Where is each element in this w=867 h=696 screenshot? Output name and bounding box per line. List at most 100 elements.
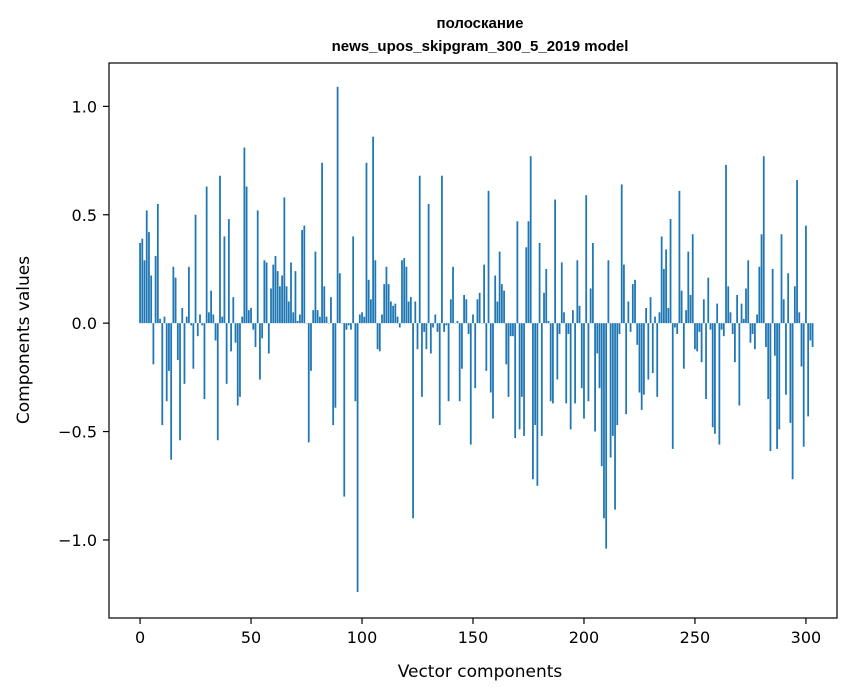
bar bbox=[168, 323, 170, 371]
bar bbox=[230, 323, 232, 352]
bar bbox=[452, 266, 454, 324]
bar bbox=[771, 268, 774, 324]
bar bbox=[363, 316, 366, 324]
x-tick-label: 100 bbox=[347, 628, 378, 647]
bar bbox=[623, 264, 625, 324]
bar bbox=[574, 323, 576, 404]
bar bbox=[538, 242, 541, 324]
bar bbox=[678, 190, 681, 324]
bar bbox=[334, 323, 337, 408]
bar bbox=[753, 323, 756, 350]
bar bbox=[773, 323, 776, 356]
bar bbox=[714, 323, 716, 434]
bar bbox=[503, 290, 505, 324]
bar bbox=[461, 323, 463, 369]
bar bbox=[463, 294, 466, 324]
bar bbox=[152, 323, 155, 365]
bar bbox=[443, 323, 446, 332]
bar bbox=[782, 299, 785, 324]
bar bbox=[769, 323, 772, 452]
bar bbox=[696, 323, 699, 352]
bar bbox=[514, 323, 517, 439]
bar bbox=[352, 236, 355, 324]
bar bbox=[252, 323, 255, 330]
bar bbox=[203, 323, 206, 400]
bar bbox=[736, 294, 739, 324]
bar bbox=[389, 301, 392, 324]
bar bbox=[441, 175, 443, 324]
bar bbox=[745, 288, 747, 324]
bar bbox=[283, 197, 286, 324]
bar bbox=[791, 323, 794, 480]
bar bbox=[700, 323, 703, 363]
x-tick-label: 150 bbox=[458, 628, 489, 647]
bar bbox=[527, 221, 530, 324]
bar bbox=[702, 299, 705, 324]
bar bbox=[740, 303, 743, 324]
bar bbox=[489, 323, 492, 393]
bar bbox=[627, 301, 630, 324]
bar bbox=[809, 323, 812, 341]
bar bbox=[547, 320, 550, 324]
bar bbox=[270, 288, 272, 324]
bar bbox=[496, 301, 499, 324]
bar bbox=[254, 323, 257, 348]
bar bbox=[500, 284, 503, 324]
bar bbox=[507, 323, 510, 397]
bar bbox=[667, 307, 670, 324]
bar bbox=[694, 323, 696, 350]
y-axis-ticks: −1.0 −0.5 0.0 0.5 1.0 bbox=[58, 97, 109, 550]
bar bbox=[314, 251, 317, 324]
bar bbox=[294, 271, 297, 324]
bar bbox=[618, 323, 621, 334]
bar bbox=[256, 210, 259, 324]
bar bbox=[381, 314, 383, 324]
bar bbox=[780, 234, 783, 324]
bar bbox=[554, 199, 557, 324]
bar bbox=[241, 316, 244, 324]
bar bbox=[245, 186, 248, 324]
bar bbox=[290, 262, 292, 324]
bar bbox=[412, 323, 414, 519]
bar bbox=[731, 323, 734, 334]
bar bbox=[370, 299, 372, 324]
bar bbox=[722, 323, 725, 337]
bar bbox=[194, 214, 197, 324]
bar bbox=[361, 312, 363, 324]
bar bbox=[343, 323, 346, 497]
bar bbox=[634, 279, 636, 324]
bar bbox=[709, 323, 712, 330]
bar bbox=[567, 323, 570, 334]
bar bbox=[611, 323, 614, 436]
bar bbox=[332, 323, 335, 426]
bar bbox=[751, 323, 754, 334]
bar bbox=[585, 195, 588, 324]
y-tick-label: −0.5 bbox=[58, 423, 97, 442]
bar bbox=[540, 323, 543, 436]
bar bbox=[449, 299, 452, 324]
bar bbox=[330, 297, 332, 324]
bar bbox=[760, 234, 763, 324]
chart-title: полоскание news_upos_skipgram_300_5_2019… bbox=[332, 15, 629, 55]
bar bbox=[793, 286, 796, 324]
x-tick-label: 300 bbox=[791, 628, 822, 647]
bar bbox=[416, 323, 419, 350]
bar bbox=[676, 323, 679, 334]
bar bbox=[658, 312, 661, 324]
bar bbox=[376, 323, 379, 350]
bar bbox=[221, 316, 224, 324]
bar bbox=[587, 323, 590, 402]
bar bbox=[787, 273, 790, 324]
bar bbox=[545, 268, 548, 324]
bar bbox=[281, 275, 284, 324]
bar bbox=[543, 292, 545, 324]
bar bbox=[594, 323, 596, 432]
bar bbox=[600, 323, 603, 467]
bar bbox=[163, 316, 166, 324]
bar bbox=[569, 323, 572, 430]
bar bbox=[205, 186, 208, 324]
bar bbox=[749, 323, 752, 343]
bar bbox=[756, 314, 758, 324]
bar bbox=[718, 323, 721, 445]
x-tick-label: 200 bbox=[569, 628, 600, 647]
